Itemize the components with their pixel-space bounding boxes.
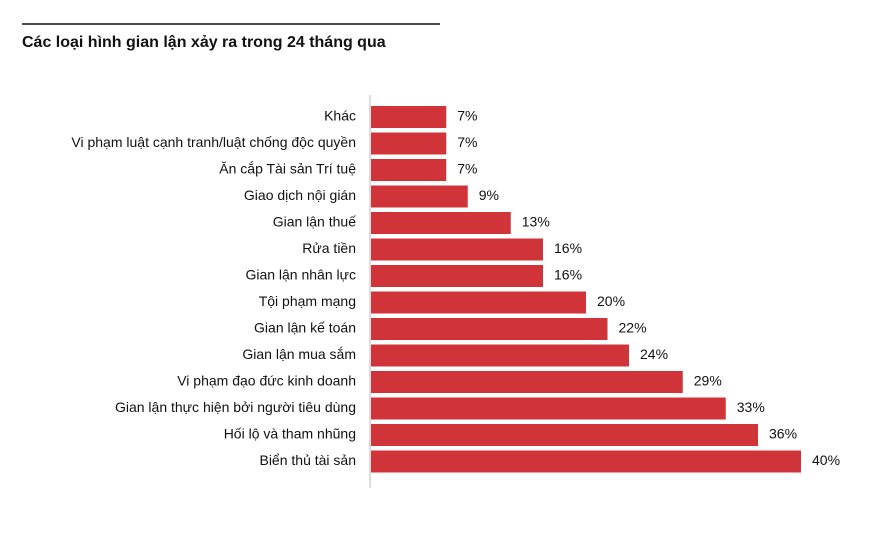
category-label: Gian lận mua sắm <box>242 346 356 362</box>
value-label: 7% <box>457 161 477 177</box>
category-label: Gian lận thực hiện bởi người tiêu dùng <box>115 399 356 415</box>
category-label: Biển thủ tài sản <box>259 452 356 468</box>
category-label: Khác <box>324 108 356 124</box>
category-label: Giao dịch nội gián <box>244 187 356 203</box>
bar <box>371 371 683 393</box>
value-label: 40% <box>812 452 840 468</box>
value-label: 33% <box>737 399 765 415</box>
value-label: 13% <box>522 214 550 230</box>
value-label: 20% <box>597 293 625 309</box>
category-label: Gian lận thuế <box>273 214 356 230</box>
bar <box>371 106 447 128</box>
bar <box>371 185 468 208</box>
bar <box>371 238 543 261</box>
bar <box>371 132 447 155</box>
value-label: 16% <box>554 240 582 256</box>
bar <box>371 265 543 287</box>
value-label: 36% <box>769 426 797 442</box>
bar <box>371 424 758 446</box>
bar <box>371 318 608 340</box>
value-label: 9% <box>479 187 499 203</box>
category-label: Hối lộ và tham nhũng <box>224 426 356 442</box>
value-label: 7% <box>457 108 477 124</box>
category-label: Gian lận kế toán <box>254 320 356 336</box>
category-label: Gian lận nhân lực <box>245 267 356 283</box>
value-label: 24% <box>640 346 668 362</box>
value-label: 22% <box>619 320 647 336</box>
bar <box>371 159 447 181</box>
bar <box>371 212 511 234</box>
category-label: Rửa tiền <box>302 240 356 256</box>
value-label: 7% <box>457 134 477 150</box>
category-label: Vi phạm luật cạnh tranh/luật chống độc q… <box>71 134 356 150</box>
category-label: Vi phạm đạo đức kinh doanh <box>177 373 356 389</box>
bar <box>371 450 801 473</box>
bar <box>371 344 629 367</box>
chart-title: Các loại hình gian lận xảy ra trong 24 t… <box>22 34 386 51</box>
value-label: 29% <box>694 373 722 389</box>
bar <box>371 397 726 420</box>
category-label: Ăn cắp Tài sản Trí tuệ <box>219 161 356 177</box>
category-label: Tội phạm mạng <box>259 293 356 309</box>
value-label: 16% <box>554 267 582 283</box>
bar <box>371 291 586 314</box>
